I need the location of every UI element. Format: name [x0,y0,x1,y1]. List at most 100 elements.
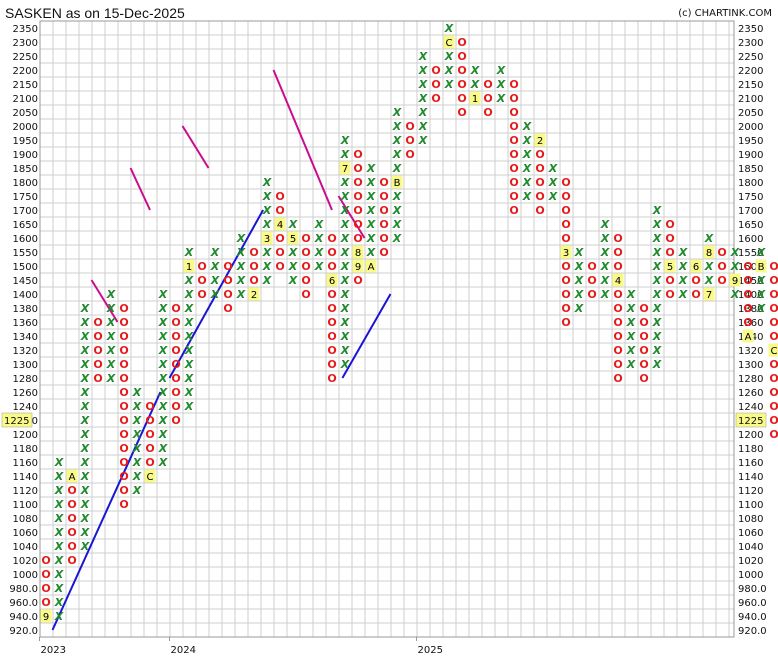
o-mark: O [353,148,362,161]
y-tick-label: 1600 [13,234,38,245]
o-mark: O [509,148,518,161]
x-mark: X [132,484,142,497]
o-mark: O [145,442,154,455]
x-mark: X [80,330,90,343]
month-marker-bg [40,609,52,623]
o-mark: O [379,218,388,231]
o-mark: O [639,316,648,329]
o-mark: O [327,372,336,385]
o-mark: O [327,316,336,329]
x-mark: X [132,400,142,413]
o-mark: O [119,428,128,441]
y-tick-label: 1000 [13,570,38,581]
x-mark: X [184,400,194,413]
y-tick-label: 1500 [13,262,38,273]
x-mark: X [314,246,324,259]
o-mark: O [769,288,778,301]
month-marker: 6 [693,262,699,273]
o-mark: O [509,190,518,203]
o-mark: O [769,386,778,399]
o-mark: O [665,288,674,301]
o-mark: O [67,498,76,511]
o-mark: O [353,162,362,175]
x-mark: X [600,232,610,245]
x-mark: X [106,358,116,371]
o-mark: O [613,358,622,371]
x-mark: X [262,260,272,273]
x-mark: X [184,274,194,287]
o-mark: O [561,204,570,217]
x-mark: X [158,386,168,399]
x-mark: X [158,400,168,413]
o-mark: O [769,330,778,343]
o-mark: O [301,288,310,301]
o-mark: O [769,400,778,413]
month-marker: 9 [732,276,738,287]
o-mark: O [561,316,570,329]
y-tick-label: 2200 [13,66,38,77]
x-mark: X [158,344,168,357]
y-tick-label: 1900 [13,150,38,161]
x-mark: X [652,260,662,273]
y-tick-label: 2350 [13,24,38,35]
month-marker: 8 [355,248,361,259]
o-mark: O [769,414,778,427]
o-mark: O [561,176,570,189]
x-mark: X [496,92,506,105]
x-mark: X [262,246,272,259]
x-mark: X [392,232,402,245]
resistance-trendline [90,279,119,323]
x-mark: X [80,456,90,469]
o-mark: O [405,134,414,147]
o-mark: O [457,64,466,77]
x-mark: X [80,316,90,329]
x-mark: X [704,260,714,273]
support-trendline [51,391,162,631]
x-mark: X [184,358,194,371]
o-mark: O [275,260,284,273]
x-mark: X [574,260,584,273]
x-mark: X [80,344,90,357]
y-tick-label: 2050 [738,108,763,119]
x-mark: X [340,316,350,329]
o-mark: O [561,274,570,287]
x-mark: X [80,470,90,483]
chart-title: SASKEN as on 15-Dec-2025 [5,5,185,21]
y-tick-label: 920.0 [9,626,38,637]
x-mark: X [730,260,740,273]
month-marker: 4 [615,276,621,287]
o-mark: O [431,64,440,77]
last-price-badge-left [1,412,33,428]
o-mark: O [431,78,440,91]
month-marker-bg [534,133,546,147]
o-mark: O [535,176,544,189]
x-mark: X [80,512,90,525]
x-mark: X [704,232,714,245]
x-mark: X [366,190,376,203]
x-mark: X [626,344,636,357]
o-mark: O [535,190,544,203]
x-mark: X [444,22,454,35]
x-mark: X [418,120,428,133]
x-mark: X [678,288,688,301]
o-mark: O [769,302,778,315]
y-tick-label: 1850 [13,164,38,175]
o-mark: O [457,36,466,49]
x-mark: X [522,120,532,133]
x-mark: X [340,176,350,189]
o-mark: O [743,288,752,301]
y-tick-label: 1080 [13,514,38,525]
o-mark: O [353,204,362,217]
y-tick-label: 1750 [738,192,763,203]
month-marker: C [771,346,778,357]
y-tick-label: 1280 [13,374,38,385]
o-mark: O [743,274,752,287]
o-mark: O [327,288,336,301]
o-mark: O [249,246,258,259]
o-mark: O [301,260,310,273]
o-mark: O [613,288,622,301]
o-mark: O [93,344,102,357]
x-mark: X [626,302,636,315]
o-mark: O [613,302,622,315]
x-mark: X [184,330,194,343]
